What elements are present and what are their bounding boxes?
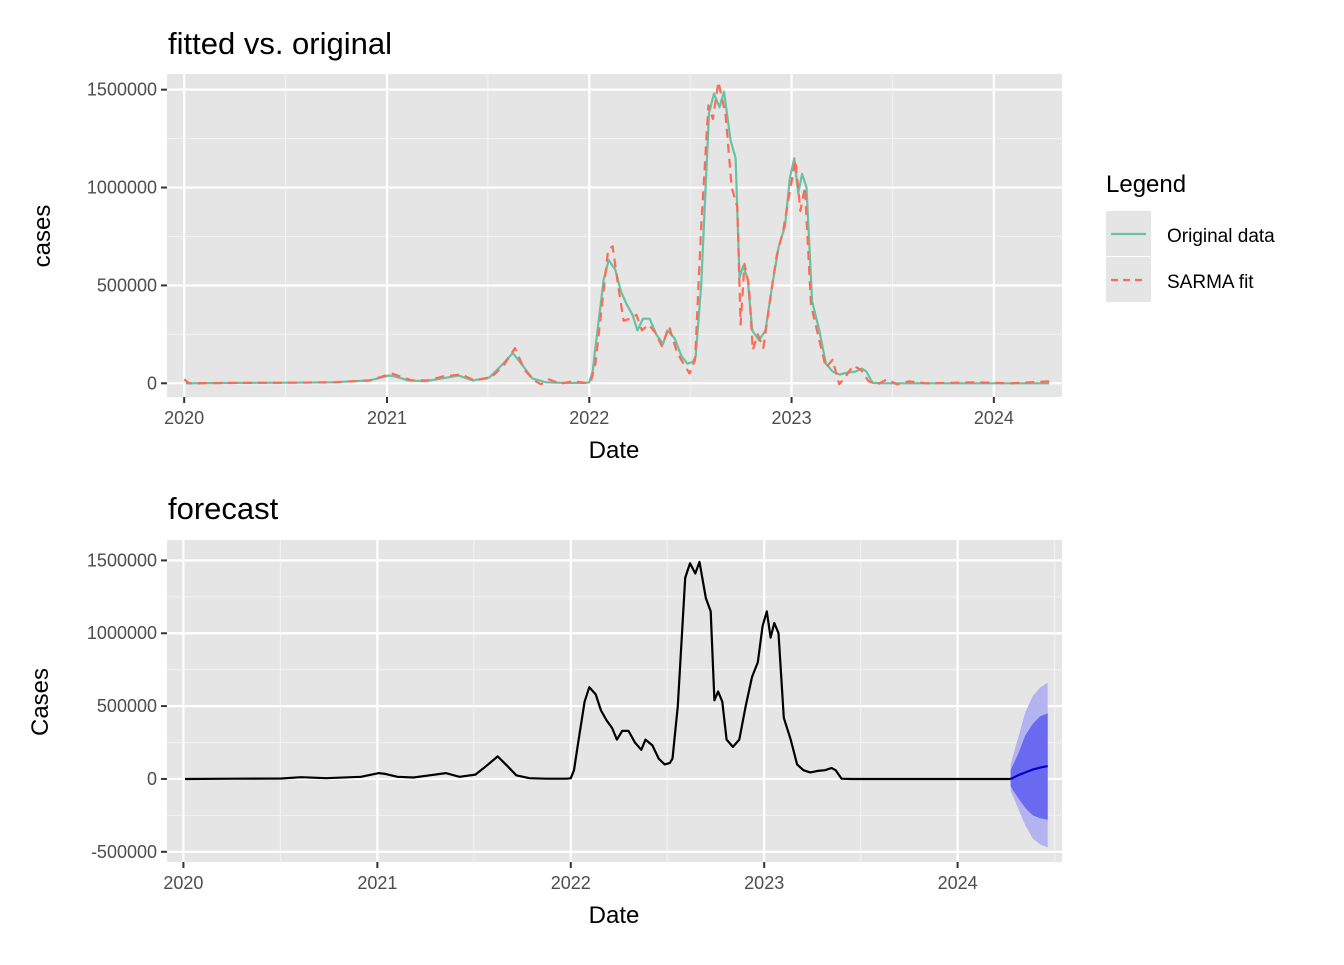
forecast-panel-x-axis-title: Date [589, 902, 640, 929]
legend: Legend Original data SARMA fit [1106, 171, 1275, 302]
fitted-panel-title: fitted vs. original [168, 26, 392, 61]
forecast-panel-y-axis-title: Cases [27, 668, 54, 736]
x-tick-label: 2020 [164, 408, 204, 428]
fitted-series-line-0 [185, 90, 1050, 385]
y-tick-label: 500000 [97, 696, 157, 716]
legend-label-original: Original data [1167, 226, 1275, 247]
x-tick-label: 2023 [772, 408, 812, 428]
x-tick-label: 2021 [367, 408, 407, 428]
y-tick-label: 0 [147, 769, 157, 789]
x-tick-label: 2024 [974, 408, 1014, 428]
forecast-panel-background [167, 540, 1062, 862]
y-tick-label: 1500000 [87, 80, 157, 100]
y-tick-label: 0 [147, 373, 157, 393]
forecast-panel-y-axis: -500000 0 500000 1000000 1500000 [87, 550, 167, 862]
fitted-panel-series [183, 80, 1050, 386]
forecast-intervals [1010, 682, 1048, 848]
fitted-panel-y-axis-title: cases [29, 205, 56, 268]
y-tick-label: 1500000 [87, 550, 157, 570]
fitted-panel-x-axis-title: Date [589, 437, 640, 464]
fitted-panel-x-axis: 2020 2021 2022 2023 2024 [164, 397, 1014, 428]
forecast-panel-x-axis: 2020 2021 2022 2023 2024 [163, 862, 978, 893]
forecast-series-line-1 [1010, 765, 1048, 780]
forecast-panel-series [184, 560, 1048, 781]
forecast-panel-gridlines [167, 540, 1062, 862]
x-tick-label: 2023 [744, 873, 784, 893]
x-tick-label: 2022 [551, 873, 591, 893]
y-tick-label: 1000000 [87, 178, 157, 198]
forecast-series-line-0 [184, 560, 1011, 781]
y-tick-label: -500000 [91, 842, 157, 862]
x-tick-label: 2020 [163, 873, 203, 893]
interval-band-80 [1010, 713, 1048, 820]
x-tick-label: 2022 [569, 408, 609, 428]
fitted-panel-background [167, 74, 1062, 397]
y-tick-label: 500000 [97, 275, 157, 295]
forecast-panel-title: forecast [168, 491, 279, 526]
legend-label-sarma: SARMA fit [1167, 272, 1254, 293]
fitted-panel: fitted vs. original 0 500000 1000000 150000… [29, 26, 1062, 464]
forecast-panel: forecast -500000 0 500000 1000000 1500000 20… [27, 491, 1062, 929]
legend-title: Legend [1106, 171, 1186, 198]
y-tick-label: 1000000 [87, 623, 157, 643]
fitted-panel-y-axis: 0 500000 1000000 1500000 [87, 80, 167, 393]
x-tick-label: 2024 [938, 873, 978, 893]
x-tick-label: 2021 [357, 873, 397, 893]
